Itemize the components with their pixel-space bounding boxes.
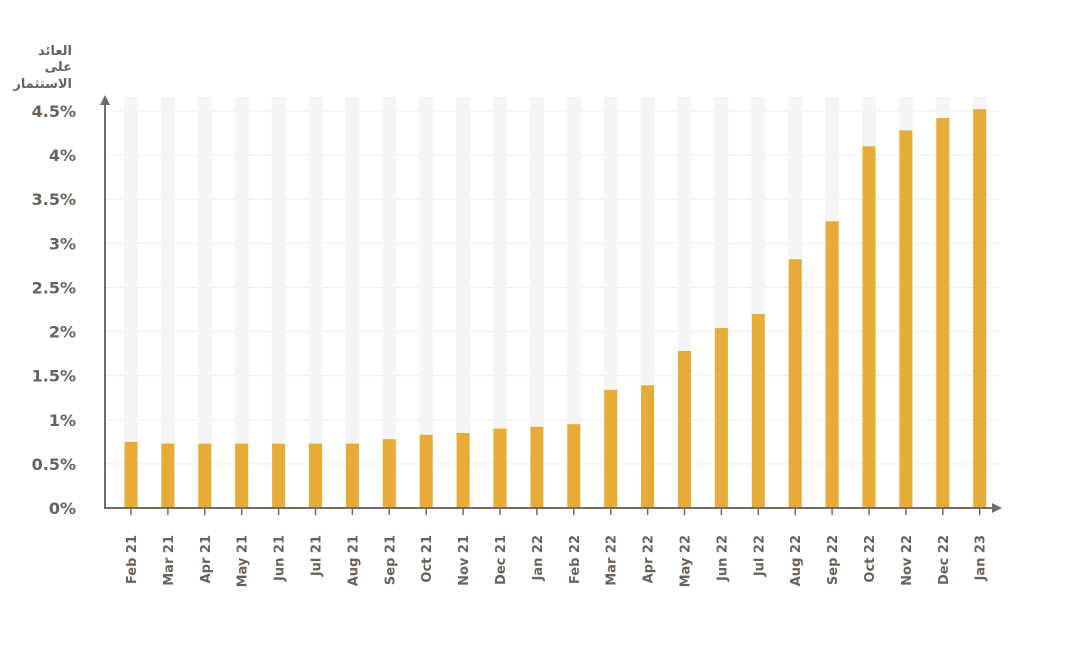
- background-column: [419, 97, 434, 508]
- x-tick-label: Feb 21: [125, 535, 140, 584]
- bar: [309, 443, 322, 508]
- y-axis-arrow-icon: [100, 95, 110, 105]
- background-column: [566, 97, 581, 508]
- y-tick-label: 1.5%: [32, 367, 76, 386]
- x-tick-label: Dec 22: [937, 535, 952, 585]
- y-axis-title: العائد على الاستثمار: [12, 44, 72, 92]
- x-tick-label: Dec 21: [494, 535, 509, 585]
- x-tick-label: Feb 22: [568, 535, 583, 584]
- bar: [604, 389, 618, 508]
- x-tick-label: Sep 21: [383, 535, 398, 585]
- y-tick-label: 2%: [49, 323, 76, 342]
- y-tick-label: 2.5%: [32, 278, 76, 297]
- bar: [751, 313, 765, 508]
- background-column: [456, 97, 471, 508]
- x-tick-label: Jul 22: [752, 535, 767, 577]
- y-tick-label: 0.5%: [32, 455, 76, 474]
- x-tick-label: Mar 22: [605, 535, 620, 586]
- x-axis-arrow-icon: [992, 503, 1002, 513]
- bar: [198, 443, 212, 508]
- background-column: [124, 97, 138, 508]
- x-tick-label: Jan 23: [974, 535, 989, 581]
- bar: [382, 439, 396, 508]
- background-column: [197, 97, 212, 508]
- background-column: [271, 97, 286, 508]
- x-tick-label: Jan 22: [531, 535, 546, 581]
- bar: [714, 328, 728, 508]
- background-column: [345, 97, 360, 508]
- x-axis-ticks: Feb 21 Mar 21 Apr 21 May 21 Jun 21 Jul 21 Aug …: [125, 535, 989, 587]
- x-tick-label: Aug 22: [789, 535, 804, 586]
- y-tick-label: 3.5%: [32, 190, 76, 209]
- bar: [678, 350, 691, 508]
- x-tick-label: Nov 22: [900, 535, 915, 586]
- bar: [899, 130, 913, 509]
- background-column: [160, 97, 175, 508]
- y-tick-label: 4%: [49, 146, 76, 165]
- x-tick-label: Sep 22: [826, 535, 841, 585]
- x-tick-label: Oct 22: [863, 535, 878, 583]
- background-column: [493, 97, 507, 508]
- x-tick-label: May 22: [679, 535, 694, 587]
- bar: [973, 109, 987, 508]
- bar: [456, 433, 470, 508]
- y-tick-label: 0%: [49, 499, 76, 518]
- x-tick-label: Oct 21: [420, 535, 435, 583]
- bar: [825, 221, 839, 508]
- bar: [493, 428, 507, 508]
- bars: [124, 109, 987, 509]
- background-column: [529, 97, 544, 508]
- axes: [100, 95, 1002, 515]
- bar: [567, 424, 581, 508]
- background-column: [382, 97, 397, 508]
- x-tick-label: May 21: [236, 535, 251, 587]
- bar: [788, 259, 802, 508]
- x-tick-label: Mar 21: [162, 535, 177, 586]
- bar: [124, 441, 138, 508]
- bar: [345, 443, 359, 508]
- x-tick-label: Apr 21: [199, 535, 214, 583]
- bar: [530, 426, 544, 508]
- bar: [936, 118, 950, 509]
- x-tick-label: Jun 21: [273, 535, 288, 582]
- x-tick-label: Aug 21: [346, 535, 361, 586]
- y-tick-label: 1%: [49, 411, 76, 430]
- y-tick-label: 3%: [49, 234, 76, 253]
- gridlines: [105, 110, 1000, 465]
- bar: [862, 146, 876, 509]
- y-axis-title-line: على: [45, 60, 72, 75]
- y-axis-title-line: العائد: [38, 44, 72, 59]
- x-tick-label: Jun 22: [715, 535, 730, 582]
- y-axis-title-line: الاستثمار: [12, 77, 72, 92]
- background-column: [234, 97, 249, 508]
- bar: [235, 443, 249, 508]
- background-columns: [124, 97, 987, 508]
- bar: [419, 434, 433, 508]
- x-tick-label: Jul 21: [310, 535, 325, 577]
- y-axis-ticks: 0% 0.5% 1% 1.5% 2% 2.5% 3% 3.5% 4% 4.5%: [32, 102, 76, 518]
- bar: [161, 443, 175, 508]
- bar: [272, 443, 286, 508]
- x-tick-label: Nov 21: [457, 535, 472, 586]
- y-tick-label: 4.5%: [32, 102, 76, 121]
- x-tick-label: Apr 22: [642, 535, 657, 583]
- background-column: [308, 97, 323, 508]
- bar: [641, 385, 655, 508]
